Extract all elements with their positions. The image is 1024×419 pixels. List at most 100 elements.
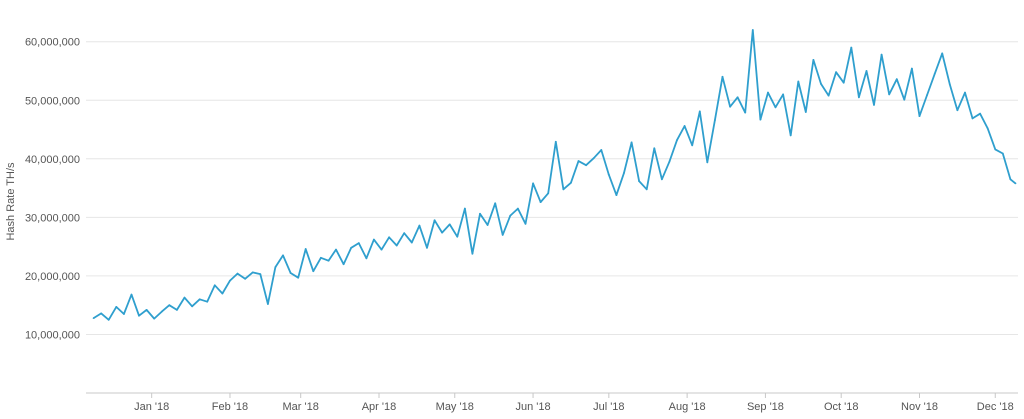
data-point <box>517 207 519 210</box>
data-point <box>282 254 284 257</box>
data-point <box>168 304 171 307</box>
data-point <box>873 104 875 106</box>
grid-lines <box>86 41 1018 335</box>
data-point <box>956 109 959 112</box>
data-point <box>547 192 550 195</box>
data-point <box>342 263 345 266</box>
x-tick-label: Mar '18 <box>283 401 319 413</box>
data-point <box>767 91 769 94</box>
data-point <box>691 144 694 147</box>
data-point <box>357 242 360 245</box>
data-point <box>676 139 678 142</box>
x-tick-label: Jul '18 <box>593 401 624 413</box>
x-tick-label: Nov '18 <box>901 401 938 413</box>
data-point <box>320 256 322 259</box>
data-point <box>600 149 603 151</box>
data-point <box>130 293 133 296</box>
data-point <box>138 314 140 317</box>
data-point <box>941 52 944 55</box>
data-point <box>410 241 413 244</box>
data-point <box>714 119 716 122</box>
data-point <box>918 115 921 117</box>
y-tick-label: 60,000,000 <box>25 37 80 49</box>
data-point <box>948 83 951 86</box>
data-point <box>607 173 610 176</box>
data-point <box>160 310 163 313</box>
data-point <box>365 257 368 260</box>
data-point <box>479 212 481 215</box>
data-point <box>532 182 534 185</box>
data-point <box>592 157 595 160</box>
data-point <box>812 59 815 61</box>
data-point <box>782 93 784 96</box>
data-point <box>494 202 497 205</box>
data-point <box>585 164 587 167</box>
data-point <box>865 70 868 72</box>
data-point <box>789 134 792 137</box>
data-point <box>774 106 777 109</box>
data-point <box>456 235 459 238</box>
data-point <box>615 194 618 197</box>
data-point <box>289 272 292 274</box>
x-tick-label: Feb '18 <box>212 401 248 413</box>
data-point <box>350 246 353 249</box>
data-point <box>236 272 239 275</box>
data-point <box>971 117 974 120</box>
data-point <box>554 140 557 143</box>
x-tick-label: Dec '18 <box>977 401 1014 413</box>
data-point <box>903 98 906 101</box>
data-point <box>638 180 640 183</box>
data-point <box>835 71 837 74</box>
data-point <box>858 96 860 99</box>
data-point <box>251 271 254 274</box>
data-point <box>661 178 663 181</box>
data-point <box>145 309 148 311</box>
data-point <box>683 125 686 127</box>
data-point <box>827 94 830 97</box>
y-axis-ticks: 10,000,000 20,000,000 30,000,000 40,000,000… <box>25 37 80 342</box>
data-point <box>623 172 625 174</box>
data-point <box>562 188 565 191</box>
data-point <box>191 305 194 308</box>
data-point <box>206 300 209 303</box>
data-point <box>100 312 103 315</box>
data-point <box>464 207 466 210</box>
data-point <box>418 224 421 227</box>
data-point <box>297 276 300 279</box>
data-point <box>433 219 436 222</box>
data-point <box>274 266 277 268</box>
data-point <box>221 292 224 295</box>
data-point <box>395 244 398 247</box>
data-point <box>183 296 186 299</box>
data-point <box>335 248 337 251</box>
data-point <box>744 111 747 114</box>
data-point <box>92 317 95 319</box>
data-point <box>312 270 315 273</box>
data-point <box>1009 178 1012 181</box>
x-tick-label: Sep '18 <box>747 401 784 413</box>
data-point <box>842 81 845 84</box>
data-point <box>244 277 247 280</box>
data-point <box>933 73 936 75</box>
data-point <box>986 127 989 130</box>
data-point <box>486 224 489 226</box>
y-tick-label: 50,000,000 <box>25 95 80 107</box>
data-point <box>448 223 451 226</box>
x-tick-label: Oct '18 <box>824 401 859 413</box>
data-point <box>176 309 178 311</box>
x-tick-label: Apr '18 <box>362 401 397 413</box>
x-tick-label: Aug '18 <box>669 401 706 413</box>
data-point <box>926 94 928 96</box>
data-point <box>259 273 262 275</box>
data-point <box>653 147 656 150</box>
data-point <box>107 318 110 321</box>
y-tick-label: 40,000,000 <box>25 154 80 166</box>
data-point <box>804 111 807 113</box>
data-point <box>729 105 731 108</box>
data-point <box>123 313 125 315</box>
data-point <box>1001 152 1004 155</box>
data-point <box>388 236 390 239</box>
series-layer <box>92 29 1017 321</box>
data-point <box>509 214 512 217</box>
